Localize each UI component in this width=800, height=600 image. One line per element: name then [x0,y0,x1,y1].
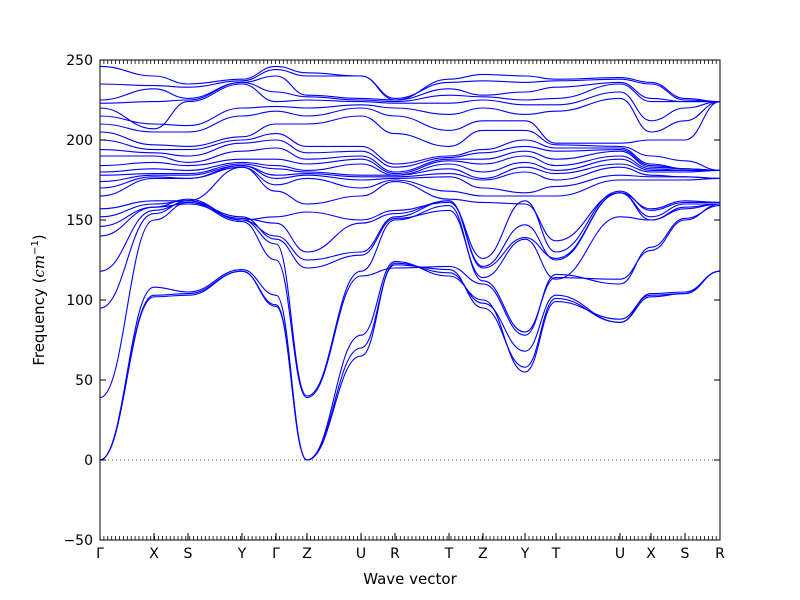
band-line-3 [99,261,721,461]
band-line-2 [99,264,721,461]
y-tick-label: 200 [66,133,93,149]
band-line-20 [99,115,721,171]
band-line-25 [99,75,720,103]
band-line-19 [99,133,721,171]
band-line-18 [99,139,721,171]
x-tick-label: U [615,546,625,562]
y-axis-label-exponent: −1 [30,240,41,255]
y-tick-label: 100 [66,293,93,309]
x-tick-label: R [715,546,725,562]
band-line-15 [99,158,720,176]
band-line-14 [99,163,721,179]
series-layer [99,65,721,461]
x-tick-label: S [681,546,690,562]
band-line-24 [99,81,720,104]
band-line-10 [99,166,721,242]
plot-frame [99,59,721,541]
x-tick-label: Z [478,546,488,562]
y-axis-label-text: Frequency ( [30,278,48,366]
band-line-26 [99,69,721,103]
x-tick-label: X [149,546,159,562]
y-tick-label: 150 [66,213,93,229]
x-tick-label: Γ [272,546,280,562]
band-line-13 [99,165,721,183]
band-line-12 [99,165,721,194]
y-tick-label: 0 [84,453,93,469]
y-axis-label-close: ) [30,234,48,240]
band-line-9 [99,190,720,259]
band-line-22 [99,97,721,133]
x-tick-label: Y [520,546,530,562]
y-tick-label: −50 [63,533,93,549]
tick-layer: −50 0 50 100 150 200 250 Γ X S Y Γ Z U R T Z Y T U X S R [63,53,725,562]
band-line-17 [99,147,721,173]
x-tick-label: U [356,546,366,562]
x-tick-label: Z [302,546,312,562]
band-line-23 [99,83,721,130]
x-tick-label: Γ [96,546,104,562]
x-tick-label: X [646,546,656,562]
y-tick-label: 250 [66,53,93,69]
band-line-11 [99,166,721,197]
x-tick-label: S [184,546,193,562]
y-axis-label-unit: cm [30,255,48,278]
y-axis-label: Frequency (cm−1) [30,234,48,365]
band-line-27 [99,65,721,103]
band-line-8 [99,192,720,267]
band-line-21 [99,101,721,144]
x-tick-label: T [551,546,561,562]
y-tick-label: 50 [75,373,93,389]
x-tick-label: T [444,546,454,562]
x-tick-label: R [390,546,400,562]
band-line-16 [99,155,720,175]
x-axis-label: Wave vector [363,570,457,588]
x-tick-label: Y [237,546,247,562]
